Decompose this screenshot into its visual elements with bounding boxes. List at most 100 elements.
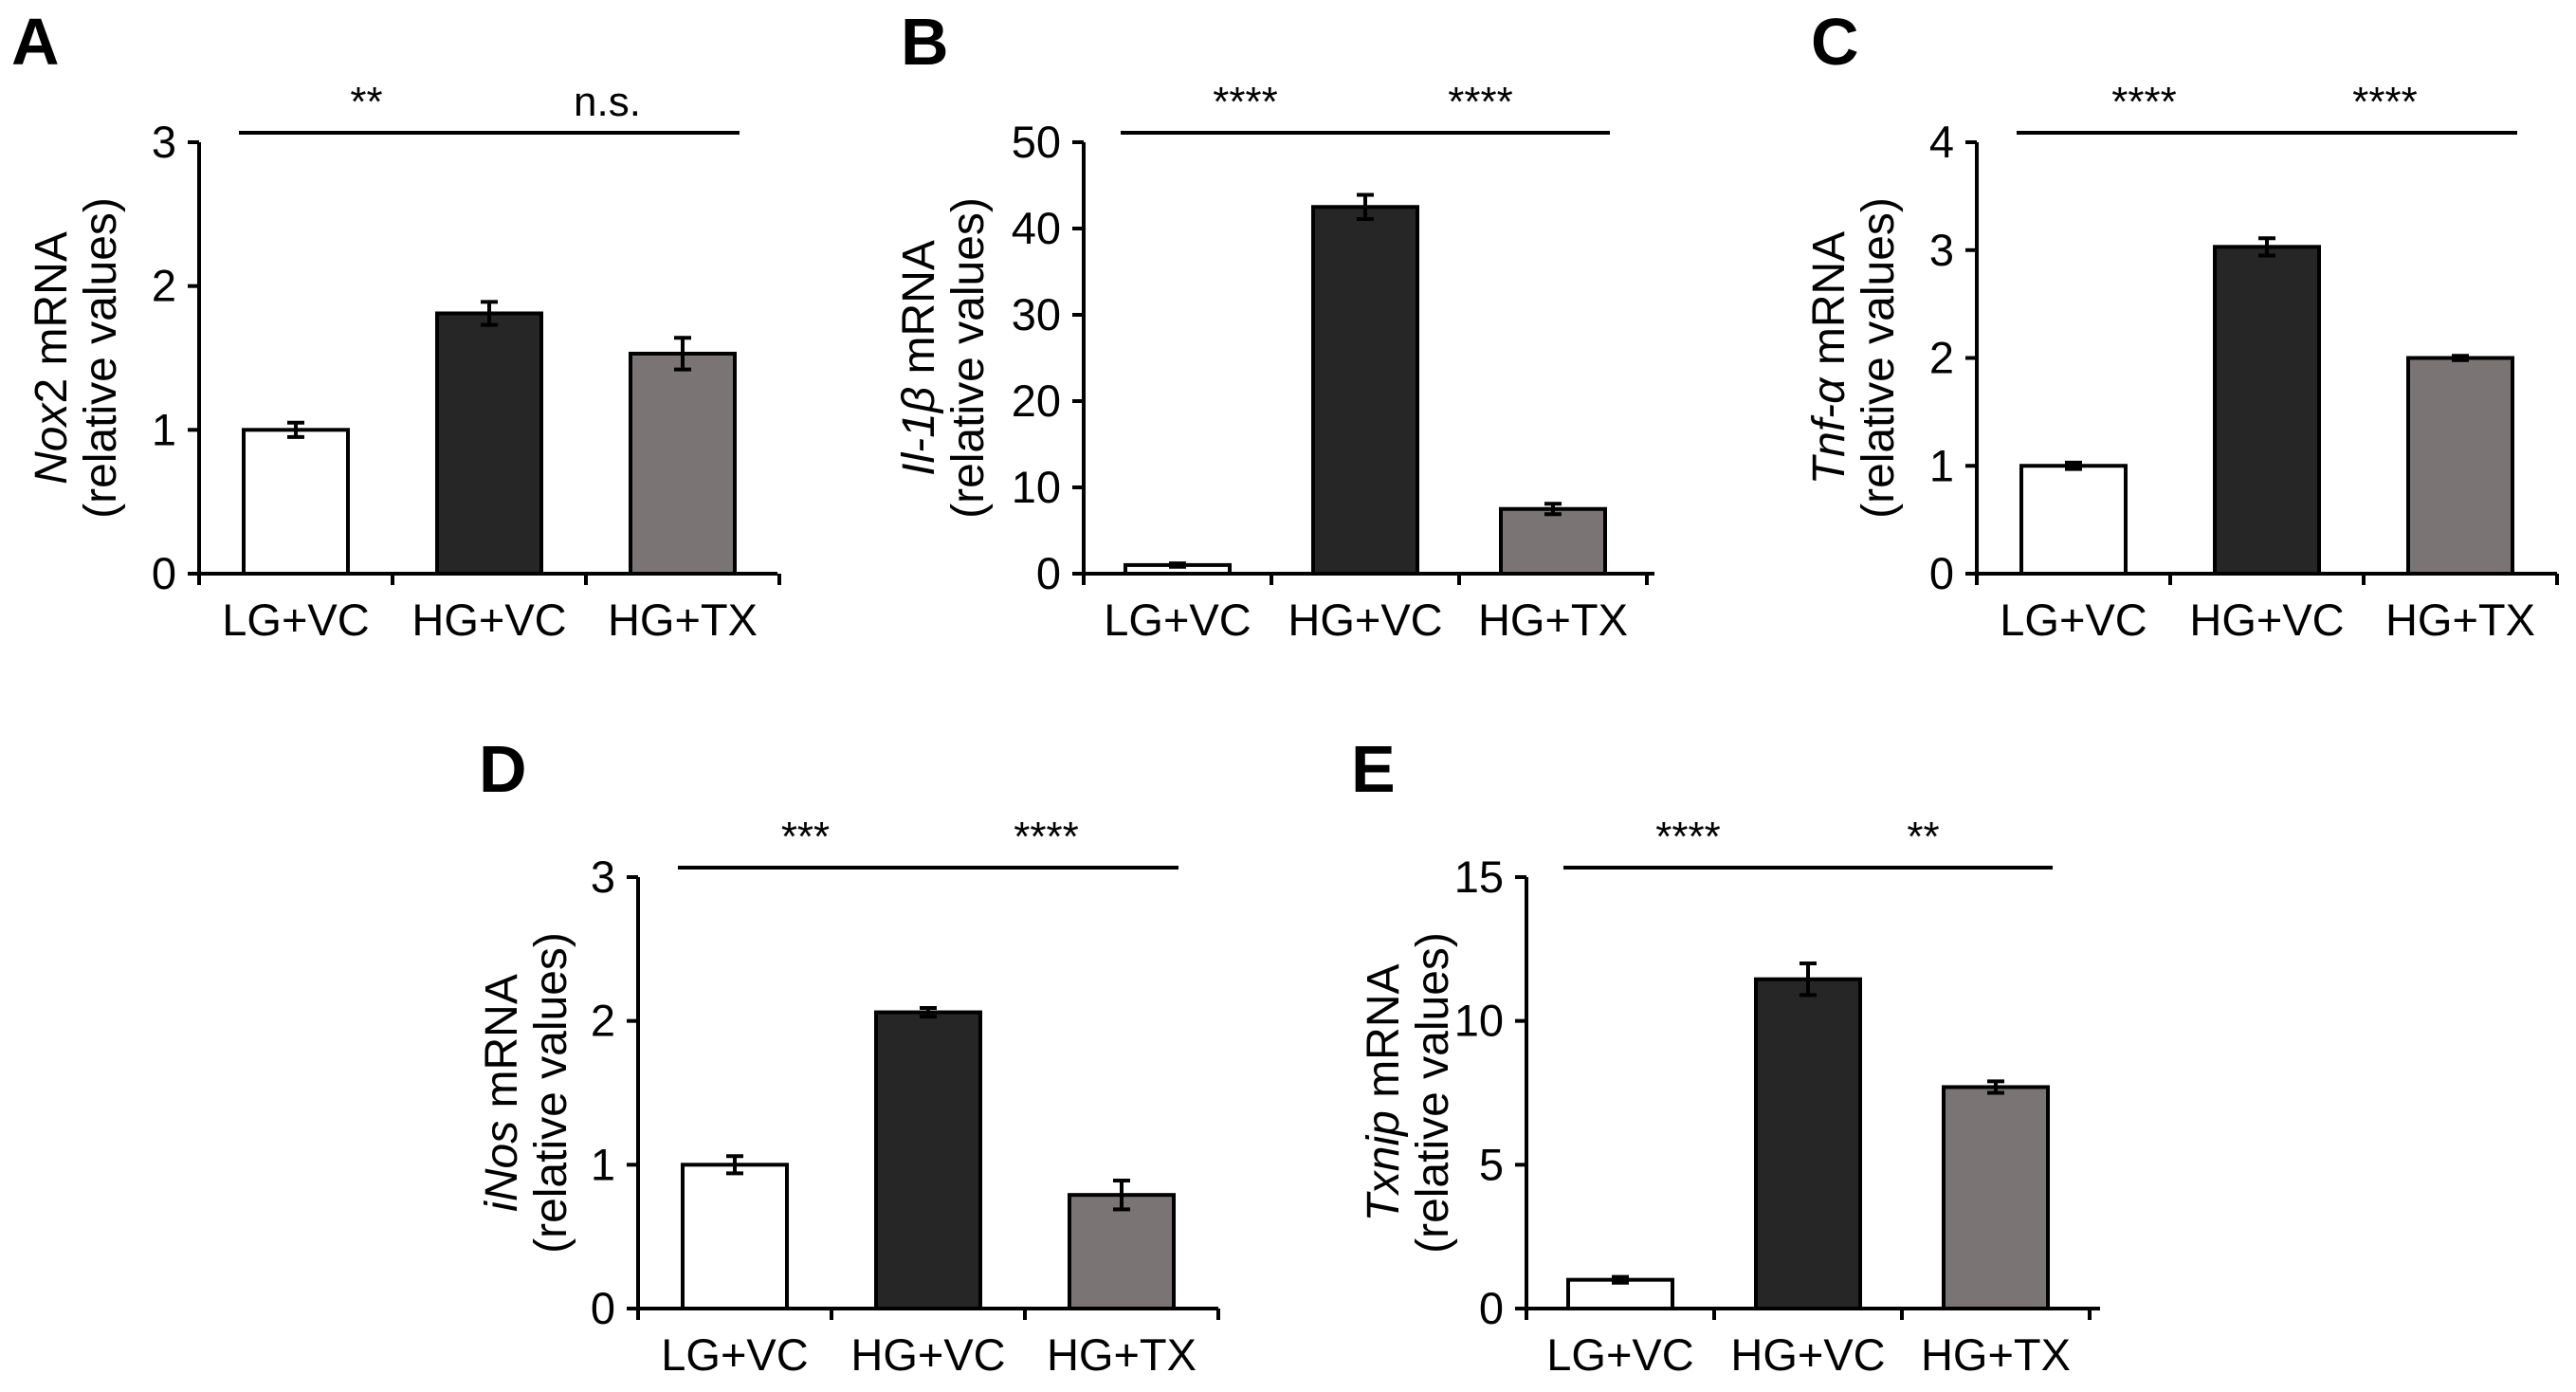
svg-text:****: **** — [2111, 79, 2177, 125]
y-tick-label: 0 — [1929, 548, 1954, 598]
y-tick-label: 1 — [1929, 440, 1954, 490]
error-bar — [920, 1006, 937, 1019]
y-tick-label: 3 — [152, 117, 176, 167]
y-tick-label: 3 — [1929, 225, 1954, 275]
error-bar — [1113, 1179, 1130, 1212]
error-bar — [2452, 354, 2469, 362]
y-tick-label: 2 — [1929, 333, 1954, 383]
y-axis-label-units: (relative values) — [526, 932, 576, 1254]
error-bar — [2065, 460, 2082, 471]
y-tick-label: 1 — [152, 404, 176, 454]
error-bar — [1544, 502, 1562, 517]
y-axis-label-units: (relative values) — [943, 197, 994, 519]
y-tick-label: 5 — [1479, 1139, 1504, 1189]
bar-hg-tx — [1499, 506, 1607, 576]
y-tick-label: 0 — [152, 548, 176, 598]
x-category-label: LG+VC — [661, 1329, 808, 1380]
error-bar — [1987, 1079, 2004, 1095]
svg-text:**: ** — [1907, 814, 1939, 860]
panel-c: C 0 1 2 3 4 LG+VC HG+VC HG+TX **** **** Tnf-α mRNA(… — [1804, 5, 2559, 645]
bar-hg-vc — [1754, 977, 1862, 1311]
significance-stars-2: ** — [1794, 814, 2053, 870]
y-axis-label: Txnip mRNA (relative values) — [1359, 932, 1458, 1254]
bar-lg-vc — [2019, 464, 2128, 576]
bar-lg-vc — [242, 428, 350, 577]
bar-lg-vc — [681, 1163, 789, 1311]
y-tick-label: 0 — [1479, 1283, 1504, 1333]
x-category-label: HG+TX — [1921, 1329, 2071, 1380]
y-axis-label-units: (relative values) — [1408, 932, 1458, 1254]
bar-hg-tx — [2406, 356, 2514, 576]
significance-stars-4: **** — [1121, 79, 1370, 135]
y-tick-label: 50 — [1012, 117, 1061, 167]
error-bar — [1612, 1274, 1629, 1285]
x-category-label: HG+VC — [411, 595, 566, 645]
y-axis-label-gene: Nox2 mRNA — [27, 231, 77, 485]
y-tick-label: 20 — [1012, 375, 1061, 426]
y-tick-label: 0 — [1036, 548, 1061, 598]
significance-stars-4: **** — [2253, 79, 2517, 135]
error-bar — [287, 420, 304, 439]
svg-text:****: **** — [1655, 814, 1721, 860]
y-tick-label: 10 — [1012, 462, 1061, 512]
y-axis-label-gene: Txnip mRNA — [1359, 963, 1409, 1221]
panel-letter: C — [1811, 5, 1859, 79]
x-category-label: HG+TX — [608, 595, 758, 645]
significance-stars-4: **** — [1351, 79, 1610, 135]
significance-stars-4: **** — [914, 814, 1178, 870]
bar-hg-tx — [1068, 1193, 1176, 1311]
y-tick-label: 10 — [1454, 996, 1504, 1046]
significance-stars-2: ** — [239, 79, 494, 135]
y-tick-label: 2 — [152, 261, 176, 311]
x-category-label: HG+VC — [1288, 595, 1442, 645]
svg-text:****: **** — [1213, 79, 1278, 125]
x-category-label: HG+VC — [850, 1329, 1005, 1380]
y-axis-label-gene: Tnf-α mRNA — [1804, 231, 1854, 485]
error-bar — [2258, 236, 2275, 258]
y-axis-label-units: (relative values) — [76, 197, 126, 519]
svg-text:****: **** — [1448, 79, 1513, 125]
y-tick-label: 1 — [591, 1139, 615, 1189]
bar-hg-vc — [1311, 205, 1419, 576]
panel-letter: E — [1351, 732, 1396, 806]
svg-text:****: **** — [2352, 79, 2418, 125]
error-bar — [674, 336, 691, 372]
bar-hg-vc — [874, 1010, 982, 1310]
x-category-label: HG+TX — [1047, 1329, 1197, 1380]
panel-letter: B — [901, 5, 949, 79]
error-bar — [1169, 561, 1186, 569]
y-tick-label: 3 — [591, 852, 615, 902]
error-bar — [481, 300, 498, 327]
x-category-label: LG+VC — [1104, 595, 1251, 645]
y-axis-label: Tnf-α mRNA (relative values) — [1804, 197, 1904, 519]
panel-letter: A — [11, 5, 60, 79]
panel-letter: D — [479, 732, 527, 806]
y-tick-label: 2 — [591, 996, 615, 1046]
y-axis-label: iNos mRNA (relative values) — [477, 932, 576, 1254]
x-category-label: HG+VC — [2189, 595, 2344, 645]
bar-hg-tx — [629, 351, 737, 577]
y-tick-label: 4 — [1929, 117, 1954, 167]
bar-lg-vc — [1566, 1277, 1674, 1310]
bar-hg-vc — [435, 311, 543, 576]
x-category-label: LG+VC — [1546, 1329, 1693, 1380]
svg-text:n.s.: n.s. — [574, 79, 641, 125]
panel-a: A 0 1 2 3 LG+VC HG+VC HG+TX ** n.s. Nox2 mRNA (rela… — [11, 5, 781, 645]
bar-hg-vc — [2213, 245, 2321, 576]
significance-stars-4: **** — [2017, 79, 2272, 135]
y-axis-label-gene: iNos mRNA — [477, 974, 527, 1212]
significance-stars-4: **** — [1563, 814, 1813, 870]
x-category-label: HG+TX — [2385, 595, 2535, 645]
x-category-label: LG+VC — [2000, 595, 2147, 645]
x-category-label: HG+VC — [1730, 1329, 1885, 1380]
significance-stars-3: *** — [678, 814, 933, 870]
x-category-label: HG+TX — [1478, 595, 1628, 645]
x-category-label: LG+VC — [222, 595, 369, 645]
panel-d: D 0 1 2 3 LG+VC HG+VC HG+TX *** **** iNos mRNA (rel… — [477, 732, 1220, 1380]
y-tick-label: 0 — [591, 1283, 615, 1333]
significance-not-significant: n.s. — [475, 79, 740, 135]
panel-b: B 0 10 20 30 40 50 LG+VC HG+VC HG+TX **** **** Il-1β… — [894, 5, 1654, 645]
y-axis-label: Nox2 mRNA (relative values) — [27, 197, 126, 519]
